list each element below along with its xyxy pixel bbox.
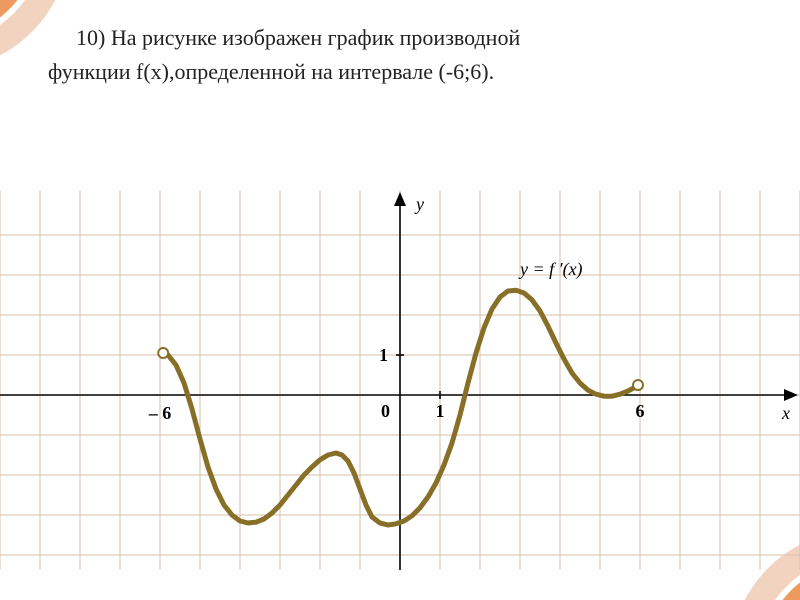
text-line-1: 10) На рисунке изображен график производ…	[48, 22, 752, 54]
svg-text:0: 0	[381, 401, 390, 421]
derivative-chart: – 6 0 1 6 1 x y y = f ′(x)	[0, 190, 800, 570]
svg-text:1: 1	[379, 345, 388, 365]
slide: 10) На рисунке изображен график производ…	[0, 0, 800, 600]
svg-text:y: y	[414, 194, 424, 214]
text-line-2: функции f(x),определенной на интервале (…	[48, 56, 752, 88]
svg-text:6: 6	[636, 401, 645, 421]
svg-text:y = f ′(x): y = f ′(x)	[518, 259, 583, 280]
svg-text:1: 1	[436, 401, 445, 421]
svg-text:x: x	[781, 403, 790, 423]
problem-text: 10) На рисунке изображен график производ…	[48, 22, 752, 90]
svg-text:– 6: – 6	[148, 403, 172, 423]
